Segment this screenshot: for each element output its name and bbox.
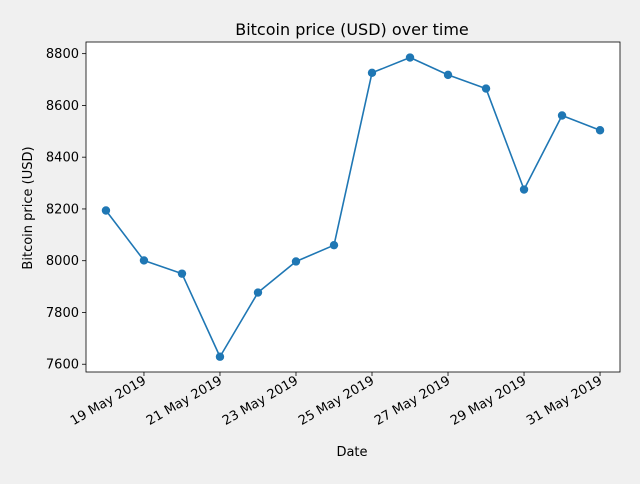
data-point bbox=[405, 53, 415, 62]
data-point bbox=[443, 70, 453, 80]
data-point bbox=[557, 111, 567, 120]
chart-title: Bitcoin price (USD) over time bbox=[235, 20, 469, 39]
y-tick-label: 7600 bbox=[46, 358, 79, 373]
y-axis-label: Bitcoin price (USD) bbox=[21, 146, 36, 269]
y-tick-label: 7800 bbox=[46, 306, 79, 321]
y-tick-label: 8800 bbox=[46, 47, 79, 62]
series-line bbox=[105, 56, 601, 358]
data-point bbox=[291, 257, 301, 266]
data-point bbox=[177, 269, 187, 278]
y-tick-label: 8200 bbox=[46, 202, 79, 217]
y-tick-label: 8400 bbox=[46, 151, 79, 166]
data-point bbox=[253, 288, 263, 297]
data-point bbox=[481, 84, 491, 93]
data-point bbox=[519, 185, 529, 194]
y-tick-label: 8000 bbox=[46, 254, 79, 269]
data-point bbox=[101, 206, 111, 215]
axes-frame bbox=[85, 41, 621, 373]
data-point bbox=[215, 352, 225, 361]
y-tick-label: 8600 bbox=[46, 99, 79, 114]
data-point bbox=[367, 68, 377, 78]
data-point bbox=[139, 256, 149, 265]
data-point bbox=[329, 240, 339, 250]
plot-background bbox=[86, 42, 620, 372]
data-point bbox=[595, 126, 605, 135]
x-axis-label: Date bbox=[336, 445, 367, 460]
